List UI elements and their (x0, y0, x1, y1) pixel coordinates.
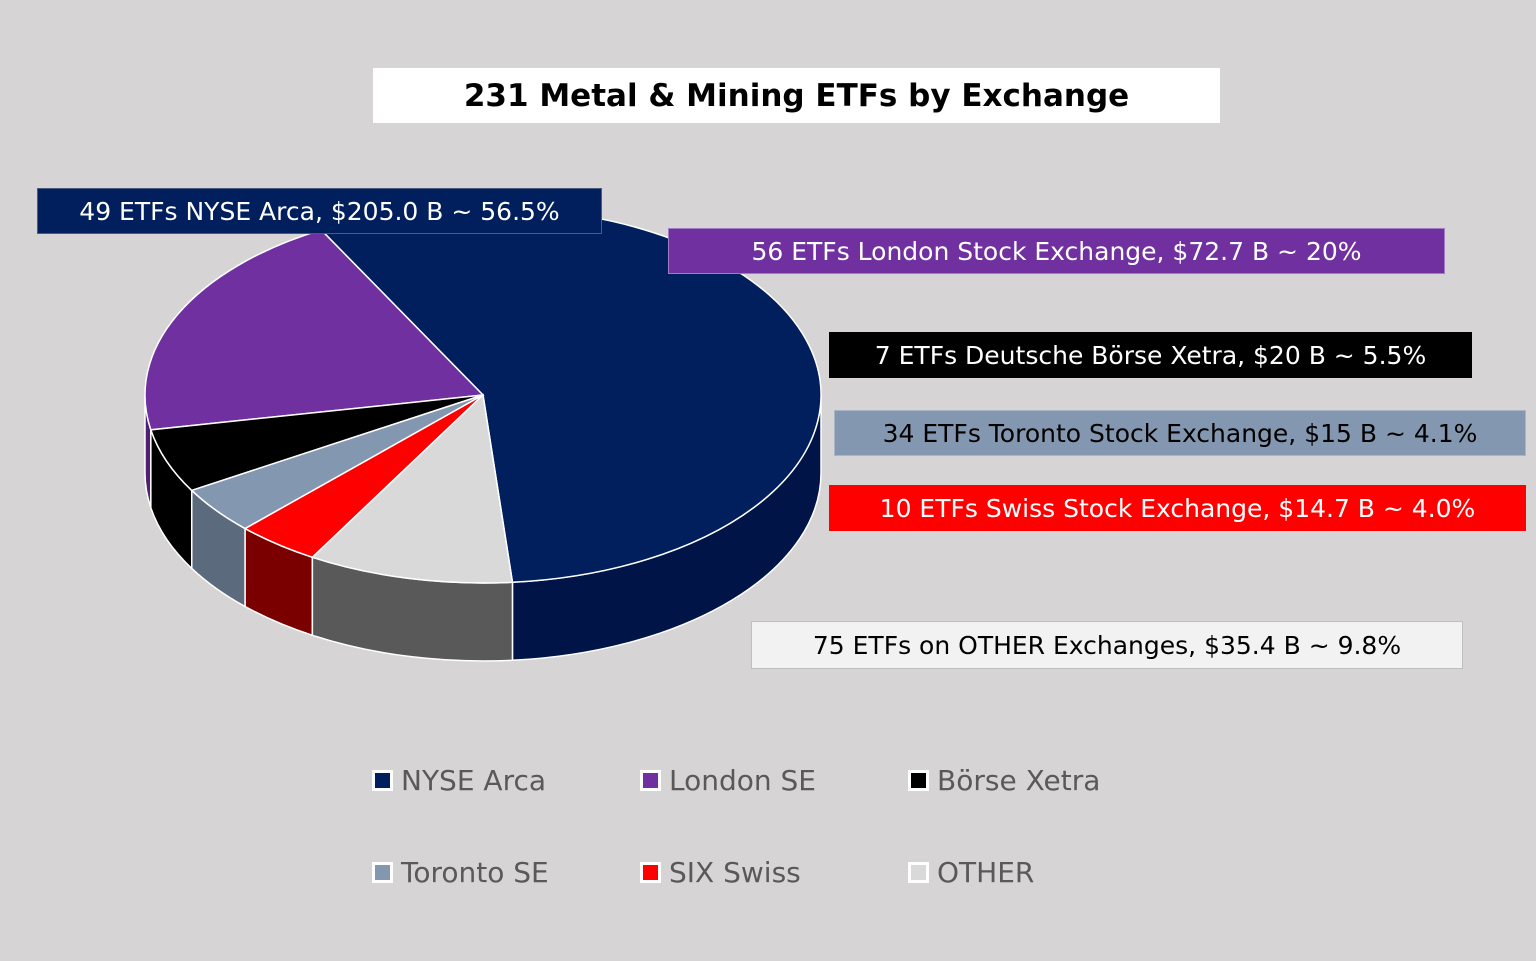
data-label-xetra: 7 ETFs Deutsche Börse Xetra, $20 B ~ 5.5… (829, 332, 1472, 378)
legend-label: London SE (669, 764, 816, 797)
legend-label: Börse Xetra (937, 764, 1101, 797)
legend-swatch-xetra (908, 770, 929, 791)
data-label-toronto: 34 ETFs Toronto Stock Exchange, $15 B ~ … (834, 410, 1526, 456)
legend-item-london: London SE (640, 764, 816, 797)
legend-swatch-swiss (640, 862, 661, 883)
legend-item-nyse: NYSE Arca (372, 764, 546, 797)
legend-item-swiss: SIX Swiss (640, 856, 801, 889)
legend-label: OTHER (937, 856, 1035, 889)
data-label-nyse: 49 ETFs NYSE Arca, $205.0 B ~ 56.5% (37, 188, 602, 234)
legend-label: Toronto SE (401, 856, 549, 889)
legend-item-other: OTHER (908, 856, 1034, 889)
legend-swatch-london (640, 770, 661, 791)
legend-swatch-other (908, 862, 929, 883)
pie-tops (144, 206, 822, 584)
data-label-swiss: 10 ETFs Swiss Stock Exchange, $14.7 B ~ … (829, 485, 1526, 531)
data-label-london: 56 ETFs London Stock Exchange, $72.7 B ~… (668, 228, 1445, 274)
legend-item-xetra: Börse Xetra (908, 764, 1100, 797)
legend-swatch-nyse (372, 770, 393, 791)
legend-swatch-toronto (372, 862, 393, 883)
legend-label: NYSE Arca (401, 764, 547, 797)
legend-label: SIX Swiss (669, 856, 801, 889)
pie-slice-5 (310, 393, 514, 584)
legend-item-toronto: Toronto SE (372, 856, 549, 889)
chart-title: 231 Metal & Mining ETFs by Exchange (373, 68, 1220, 123)
pie-slice-1 (144, 229, 485, 431)
data-label-other: 75 ETFs on OTHER Exchanges, $35.4 B ~ 9.… (751, 621, 1463, 669)
